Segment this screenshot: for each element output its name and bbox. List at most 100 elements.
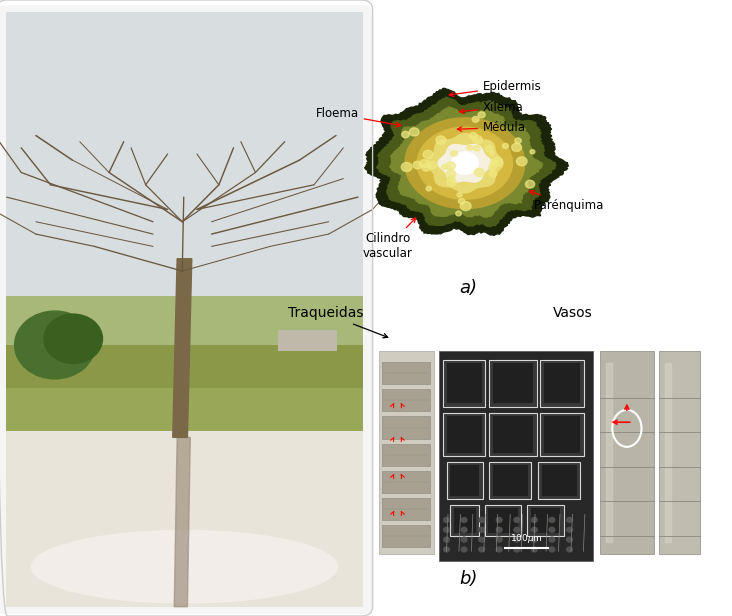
Circle shape [526, 180, 534, 188]
Circle shape [402, 131, 409, 138]
Circle shape [444, 547, 449, 552]
Bar [382, 471, 430, 493]
Text: Cilindro
vascular: Cilindro vascular [363, 218, 416, 261]
Circle shape [441, 164, 447, 169]
Circle shape [461, 547, 467, 552]
Bar [540, 360, 584, 407]
Circle shape [444, 527, 449, 532]
Bar [382, 498, 430, 520]
Bar [6, 296, 363, 357]
Bar [527, 505, 564, 536]
Circle shape [496, 547, 502, 552]
Text: b): b) [459, 570, 478, 588]
Text: Epidermis: Epidermis [449, 79, 542, 97]
Circle shape [474, 168, 485, 177]
Bar [382, 362, 430, 384]
Polygon shape [377, 97, 556, 227]
Bar [493, 363, 533, 403]
Bar [493, 465, 528, 496]
Circle shape [448, 176, 455, 181]
Circle shape [549, 517, 555, 522]
Circle shape [451, 150, 458, 156]
Circle shape [422, 164, 430, 171]
Circle shape [549, 527, 555, 532]
Circle shape [567, 517, 572, 522]
Circle shape [502, 144, 509, 148]
Bar [489, 413, 537, 456]
Circle shape [567, 547, 572, 552]
Bar [6, 345, 363, 400]
Circle shape [460, 201, 471, 211]
Circle shape [444, 537, 449, 542]
Text: a): a) [460, 278, 477, 297]
FancyBboxPatch shape [0, 5, 372, 614]
Circle shape [461, 517, 467, 522]
Circle shape [488, 164, 496, 171]
Circle shape [436, 136, 446, 144]
Circle shape [496, 517, 502, 522]
Circle shape [419, 160, 430, 168]
Circle shape [485, 145, 493, 152]
Bar [373, 308, 717, 573]
Bar [382, 444, 430, 466]
Circle shape [531, 527, 537, 532]
Polygon shape [606, 363, 612, 542]
Circle shape [531, 547, 537, 552]
Text: Xilema: Xilema [460, 100, 524, 114]
Circle shape [461, 537, 467, 542]
Circle shape [479, 547, 485, 552]
Circle shape [514, 537, 520, 542]
Polygon shape [405, 118, 525, 209]
Circle shape [496, 527, 502, 532]
Circle shape [514, 517, 520, 522]
Bar [382, 389, 430, 411]
Circle shape [479, 527, 485, 532]
Circle shape [467, 145, 473, 150]
Bar [439, 351, 593, 561]
Circle shape [426, 186, 431, 191]
Circle shape [15, 311, 95, 379]
Ellipse shape [31, 530, 338, 604]
Circle shape [567, 537, 572, 542]
Bar [278, 330, 337, 351]
Bar [6, 388, 363, 437]
Polygon shape [417, 128, 512, 199]
Text: Parénquima: Parénquima [529, 190, 605, 212]
Bar [538, 462, 580, 499]
Bar [447, 363, 482, 403]
Bar [454, 508, 476, 533]
Text: 100$\mu$m: 100$\mu$m [510, 532, 542, 545]
Bar [6, 12, 363, 320]
Bar [443, 413, 485, 456]
Polygon shape [173, 259, 192, 437]
Circle shape [489, 171, 497, 177]
Bar [600, 351, 654, 554]
Circle shape [456, 211, 461, 216]
Circle shape [428, 162, 437, 169]
Circle shape [469, 132, 477, 139]
Bar [489, 360, 537, 407]
Circle shape [474, 145, 480, 151]
Circle shape [515, 138, 521, 144]
Circle shape [446, 162, 455, 170]
Text: Traqueidas: Traqueidas [288, 306, 388, 338]
Text: Vasos: Vasos [553, 306, 592, 320]
Polygon shape [665, 363, 671, 542]
Circle shape [472, 116, 479, 122]
Bar [450, 505, 479, 536]
Circle shape [447, 178, 456, 186]
Circle shape [531, 517, 537, 522]
Bar [447, 462, 483, 499]
Circle shape [492, 160, 499, 167]
Circle shape [401, 163, 412, 171]
Circle shape [517, 157, 527, 166]
Bar [544, 363, 580, 403]
Circle shape [461, 527, 467, 532]
Bar [443, 360, 485, 407]
Circle shape [458, 198, 465, 204]
Bar [531, 508, 560, 533]
Polygon shape [389, 107, 542, 217]
Circle shape [531, 537, 537, 542]
Circle shape [479, 517, 485, 522]
Bar [382, 416, 430, 439]
